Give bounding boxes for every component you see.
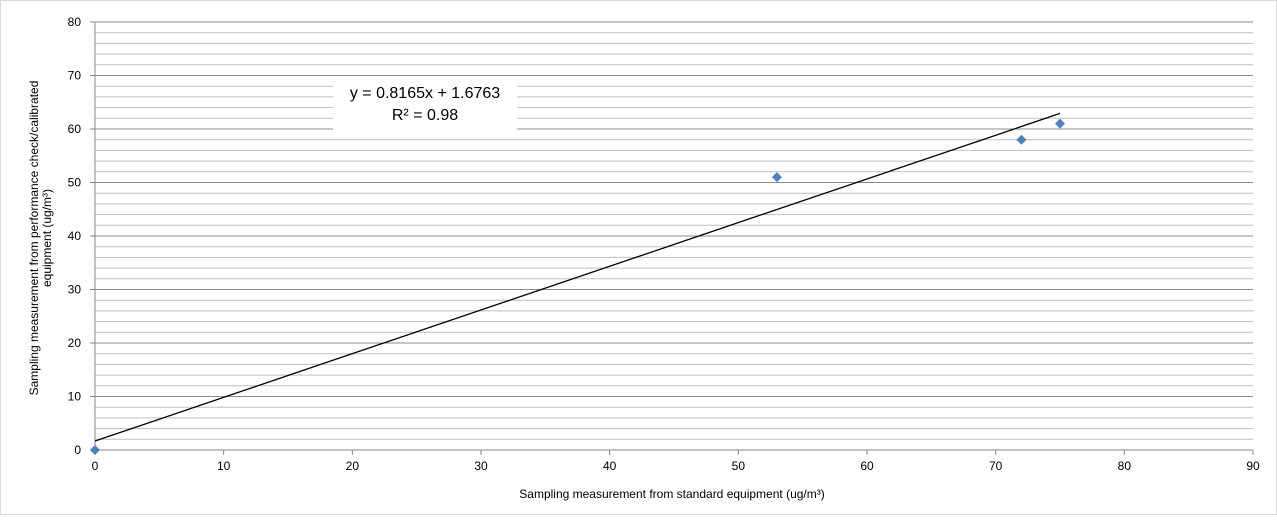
r-squared-label: R² = 0.98 — [392, 107, 458, 124]
x-tick-label: 10 — [217, 459, 231, 473]
y-tick-label: 30 — [68, 283, 82, 297]
x-tick-label: 0 — [92, 459, 99, 473]
x-tick-label: 20 — [346, 459, 360, 473]
x-tick-label: 40 — [603, 459, 617, 473]
x-tick-label: 70 — [989, 459, 1003, 473]
y-tick-label: 80 — [68, 15, 82, 29]
x-tick-label: 60 — [860, 459, 874, 473]
y-tick-labels: 0 10 20 30 40 50 60 70 80 — [68, 15, 82, 457]
y-tick-label: 40 — [68, 229, 82, 243]
y-tick-label: 10 — [68, 390, 82, 404]
y-tick-label: 20 — [68, 336, 82, 350]
y-tick-label: 60 — [68, 122, 82, 136]
y-axis-title-line1: Sampling measurement from performance ch… — [27, 81, 41, 396]
x-tick-label: 50 — [732, 459, 746, 473]
x-tick-label: 90 — [1246, 459, 1260, 473]
y-axis-title-line2: equipment (ug/m³) — [40, 189, 54, 287]
x-tick-label: 30 — [474, 459, 488, 473]
x-axis-title: Sampling measurement from standard equip… — [519, 487, 824, 501]
x-tick-label: 80 — [1118, 459, 1132, 473]
trendline-equation: y = 0.8165x + 1.6763 — [350, 85, 500, 102]
y-tick-label: 50 — [68, 176, 82, 190]
y-tick-label: 0 — [74, 443, 81, 457]
y-tick-label: 70 — [68, 69, 82, 83]
